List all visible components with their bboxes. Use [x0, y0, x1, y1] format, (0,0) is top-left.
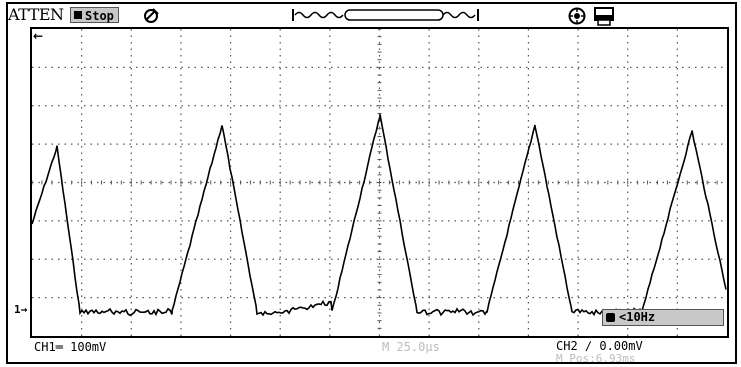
run-stop-indicator[interactable]: Stop	[70, 7, 119, 23]
disk-icon	[568, 7, 586, 25]
stop-square-icon	[74, 11, 82, 19]
status-bar: ATTEN Stop	[8, 4, 735, 26]
run-state-label: Stop	[85, 9, 114, 23]
probe-icon	[144, 8, 159, 23]
brand-label: ATTEN	[8, 5, 64, 24]
graticule	[30, 27, 729, 338]
waveform-display	[32, 29, 727, 336]
timebase-readout: M 25.0μs	[382, 340, 440, 354]
printer-icon	[594, 7, 614, 26]
frequency-value: <10Hz	[619, 310, 656, 324]
timebase-window-icon	[292, 9, 479, 21]
trigger-position-marker: ←	[33, 29, 44, 43]
ch1-scale-readout: CH1═ 100mV	[34, 340, 107, 354]
frequency-readout: <10Hz	[602, 309, 724, 326]
main-position-readout: M Pos:6.93ms	[556, 352, 636, 365]
counter-icon	[606, 313, 615, 322]
ch2-trigger-readout: CH2 ∕ 0.00mV	[556, 339, 643, 353]
ch1-ground-marker: 1→	[14, 303, 28, 316]
